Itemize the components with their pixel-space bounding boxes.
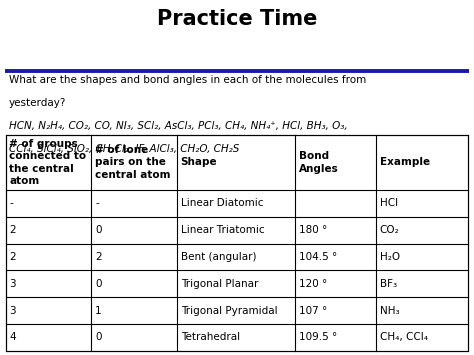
Text: 2: 2 bbox=[9, 252, 16, 262]
Text: 3: 3 bbox=[9, 279, 16, 289]
Text: 2: 2 bbox=[95, 252, 102, 262]
Text: 109.5 °: 109.5 ° bbox=[299, 332, 337, 342]
Text: What are the shapes and bond angles in each of the molecules from: What are the shapes and bond angles in e… bbox=[9, 75, 366, 85]
Text: H₂O: H₂O bbox=[380, 252, 400, 262]
Text: # of lone
pairs on the
central atom: # of lone pairs on the central atom bbox=[95, 145, 171, 180]
Text: # of groups
connected to
the central
atom: # of groups connected to the central ato… bbox=[9, 139, 87, 186]
Text: Shape: Shape bbox=[181, 157, 217, 168]
Text: CCl₄, SiCl₄, SiO₂, CH₂Cl₂, IF, AlCl₃, CH₂O, CH₂S: CCl₄, SiCl₄, SiO₂, CH₂Cl₂, IF, AlCl₃, CH… bbox=[9, 144, 239, 154]
Text: 0: 0 bbox=[95, 332, 101, 342]
Text: 1: 1 bbox=[95, 306, 102, 316]
Text: 107 °: 107 ° bbox=[299, 306, 327, 316]
Text: 4: 4 bbox=[9, 332, 16, 342]
Text: 120 °: 120 ° bbox=[299, 279, 327, 289]
Text: 0: 0 bbox=[95, 279, 101, 289]
Text: Bond
Angles: Bond Angles bbox=[299, 151, 338, 174]
Text: BF₃: BF₃ bbox=[380, 279, 397, 289]
Text: HCN, N₂H₄, CO₂, CO, NI₃, SCl₂, AsCl₃, PCl₃, CH₄, NH₄⁺, HCl, BH₃, O₃,: HCN, N₂H₄, CO₂, CO, NI₃, SCl₂, AsCl₃, PC… bbox=[9, 121, 347, 131]
Bar bbox=[6, 135, 468, 351]
Text: -: - bbox=[95, 198, 99, 208]
Text: Trigonal Planar: Trigonal Planar bbox=[181, 279, 258, 289]
Text: NH₃: NH₃ bbox=[380, 306, 399, 316]
Text: 180 °: 180 ° bbox=[299, 225, 327, 235]
Text: Linear Diatomic: Linear Diatomic bbox=[181, 198, 263, 208]
Text: 3: 3 bbox=[9, 306, 16, 316]
Text: yesterday?: yesterday? bbox=[9, 98, 66, 108]
Text: Bent (angular): Bent (angular) bbox=[181, 252, 256, 262]
Text: Linear Triatomic: Linear Triatomic bbox=[181, 225, 264, 235]
Text: 2: 2 bbox=[9, 225, 16, 235]
Text: Trigonal Pyramidal: Trigonal Pyramidal bbox=[181, 306, 277, 316]
Text: Example: Example bbox=[380, 157, 430, 168]
Text: 0: 0 bbox=[95, 225, 101, 235]
Text: Tetrahedral: Tetrahedral bbox=[181, 332, 240, 342]
Text: -: - bbox=[9, 198, 13, 208]
Text: Practice Time: Practice Time bbox=[157, 9, 317, 29]
Text: CO₂: CO₂ bbox=[380, 225, 399, 235]
Text: 104.5 °: 104.5 ° bbox=[299, 252, 337, 262]
Text: CH₄, CCl₄: CH₄, CCl₄ bbox=[380, 332, 428, 342]
Text: HCl: HCl bbox=[380, 198, 398, 208]
